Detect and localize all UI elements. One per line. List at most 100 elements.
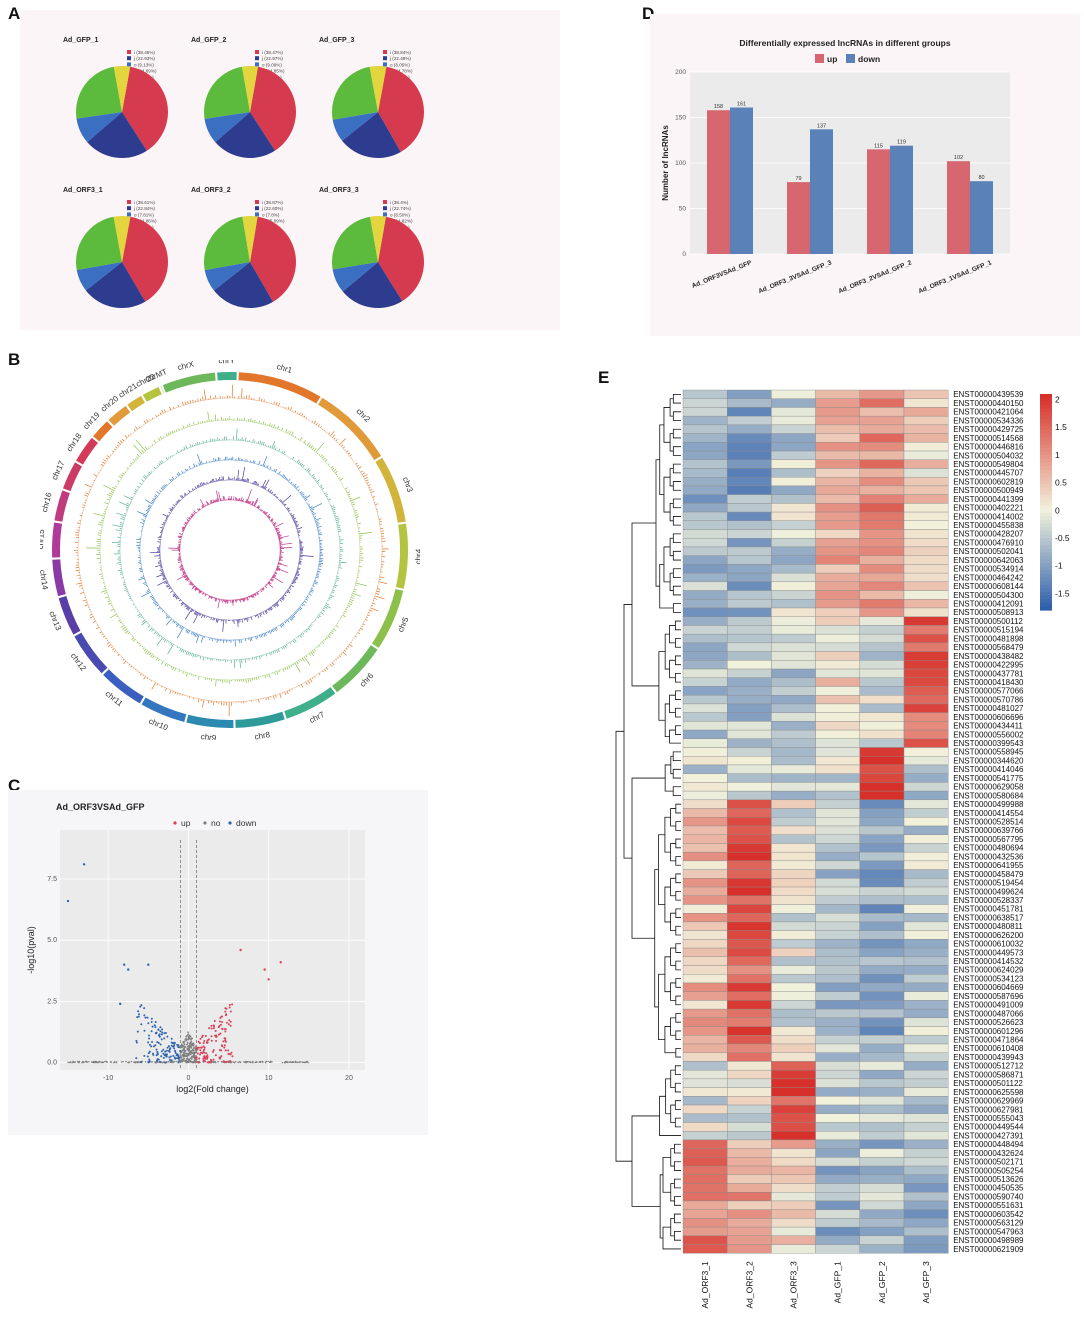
- volcano-point-no: [233, 1061, 236, 1064]
- colorbar-segment: [1040, 512, 1052, 517]
- colorbar-segment: [1040, 394, 1052, 399]
- pie-legend-label: i (38.87%): [262, 200, 283, 205]
- heatmap-cell: [859, 572, 905, 583]
- panel-letter-a: A: [8, 4, 21, 23]
- heatmap-cell: [815, 1078, 861, 1088]
- heatmap-cell: [815, 817, 861, 827]
- heatmap-cell: [771, 660, 816, 670]
- heatmap-cell: [771, 1122, 816, 1132]
- bar-category-label: Ad_ORF3VSAd_GFP: [691, 259, 754, 290]
- heatmap-cell: [859, 825, 905, 835]
- heatmap-cell: [903, 590, 949, 600]
- volcano-point-up: [224, 1010, 227, 1013]
- heatmap-cell: [682, 546, 728, 556]
- heatmap-cell: [726, 555, 772, 565]
- colorbar-segment: [1040, 433, 1052, 438]
- volcano-point-down: [161, 1031, 164, 1034]
- colorbar-segment: [1040, 602, 1052, 607]
- volcano-point-no: [242, 1061, 245, 1063]
- heatmap-cell: [859, 633, 905, 644]
- pie-slice: [242, 216, 258, 262]
- heatmap-column-label: Ad_ORF3_1: [700, 1261, 710, 1309]
- colorbar-segment: [1040, 426, 1052, 431]
- circos-track-bars: [231, 597, 246, 606]
- heatmap-cell: [859, 782, 905, 792]
- heatmap-row-label: ENST00000606696: [953, 713, 1024, 722]
- heatmap-cell: [682, 790, 728, 801]
- volcano-point-down: [144, 1016, 147, 1019]
- colorbar-segment: [1040, 559, 1052, 564]
- heatmap-row-label: ENST00000570786: [953, 695, 1024, 704]
- heatmap-cell: [682, 450, 728, 460]
- volcano-point-no: [303, 1061, 306, 1064]
- bar-y-tick: 100: [675, 160, 686, 167]
- circos-track-bars: [272, 589, 291, 608]
- heatmap-cell: [859, 974, 905, 984]
- volcano-point-no: [186, 1035, 188, 1037]
- heatmap-cell: [859, 668, 905, 678]
- heatmap-row-label: ENST00000412091: [953, 600, 1024, 609]
- heatmap-row-label: ENST00000568479: [953, 643, 1024, 652]
- chromosome-band: [332, 645, 378, 693]
- heatmap-cell: [815, 729, 861, 739]
- heatmap-cell: [726, 799, 772, 809]
- chromosome-band: [52, 559, 66, 597]
- heatmap-cell: [682, 834, 728, 844]
- heatmap-cell: [771, 1008, 816, 1019]
- heatmap-cell: [682, 660, 728, 670]
- heatmap-cell: [903, 1043, 949, 1053]
- volcano-point-up: [197, 1040, 200, 1043]
- heatmap-cell: [726, 965, 772, 975]
- heatmap-row-label: ENST00000508913: [953, 608, 1024, 617]
- heatmap-cell: [726, 520, 772, 530]
- circos-track-bars: [165, 429, 178, 437]
- heatmap-cell: [771, 686, 816, 696]
- volcano-point-no: [194, 1045, 197, 1047]
- volcano-point-no: [161, 1061, 164, 1064]
- chromosome-band: [93, 421, 113, 442]
- heatmap-cell: [859, 1052, 905, 1062]
- chromosome-band: [62, 462, 82, 492]
- heatmap-cell: [682, 389, 728, 399]
- volcano-point-down: [157, 1028, 160, 1031]
- volcano-point-down: [157, 1034, 160, 1037]
- circos-track-bars: [191, 585, 205, 595]
- chromosome-label: chr12: [69, 651, 88, 673]
- volcano-plot-area: [60, 830, 365, 1070]
- heatmap-cell: [859, 1026, 905, 1036]
- colorbar-tick: 1.5: [1055, 422, 1067, 432]
- circos-track-bars: [225, 476, 233, 481]
- heatmap-cell: [903, 991, 949, 1001]
- heatmap-cell: [726, 398, 772, 408]
- heatmap-cell: [903, 442, 949, 452]
- colorbar-tick: -1.5: [1055, 588, 1070, 598]
- chromosome-label: chr14: [40, 569, 50, 591]
- heatmap-cell: [859, 834, 905, 844]
- heatmap-cell: [682, 633, 728, 644]
- circos-track-bars: [112, 512, 127, 532]
- heatmap-cell: [903, 1226, 949, 1237]
- volcano-point-down: [163, 1032, 166, 1035]
- pie-slice: [369, 66, 387, 112]
- chromosome-band: [76, 437, 98, 465]
- heatmap-cell: [815, 660, 861, 670]
- volcano-point-down: [168, 1058, 171, 1061]
- heatmap-cell: [682, 398, 728, 408]
- heatmap-row-label: ENST00000642063: [953, 556, 1024, 565]
- heatmap-cell: [815, 1069, 861, 1080]
- circos-track-bars: [290, 513, 303, 539]
- heatmap-cell: [682, 1122, 728, 1132]
- heatmap-cell: [903, 721, 949, 731]
- pie-legend-swatch: [255, 56, 259, 61]
- heatmap-cell: [771, 729, 816, 739]
- heatmap-cell: [771, 494, 816, 504]
- heatmap-cell: [859, 799, 905, 809]
- chromosome-label: chr3: [401, 476, 415, 494]
- heatmap-cell: [771, 538, 816, 548]
- circos-track-bars: [357, 585, 385, 635]
- circos-track-baseline: [77, 397, 383, 703]
- circos-track-bars: [168, 541, 181, 553]
- heatmap-column-label: Ad_ORF3_2: [744, 1261, 754, 1309]
- colorbar-segment: [1040, 401, 1052, 406]
- heatmap-cell: [682, 442, 728, 452]
